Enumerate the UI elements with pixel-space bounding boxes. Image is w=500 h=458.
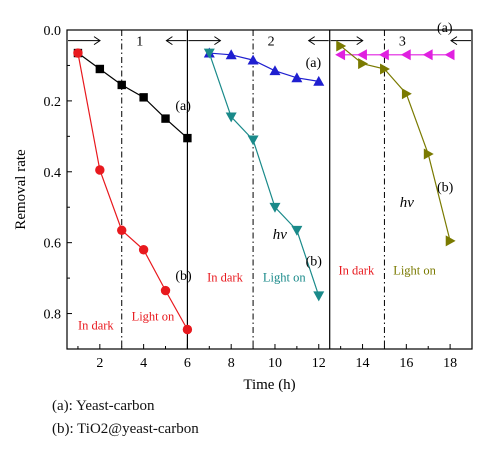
data-point-triangle-up (225, 49, 237, 60)
hv-label: hv (273, 227, 288, 243)
x-tick-label: 10 (268, 356, 282, 371)
plot-frame (66, 29, 473, 350)
data-point-triangle-right (380, 63, 390, 75)
cycle-number: 1 (136, 35, 143, 50)
data-point-triangle-left (378, 49, 389, 61)
x-tick-label: 2 (96, 356, 103, 371)
data-point-circle (73, 48, 83, 58)
x-tick-label: 4 (140, 356, 147, 371)
data-point-triangle-down (225, 112, 237, 123)
data-point-triangle-left (422, 49, 433, 61)
light-on-label: Light on (393, 264, 436, 278)
x-tick-label: 16 (399, 356, 413, 371)
data-point-circle (182, 324, 193, 335)
x-tick-label: 14 (356, 356, 370, 371)
caption-tio2-yeast-carbon: (b): TiO2@yeast-carbon (52, 421, 199, 437)
caption-yeast-carbon: (a): Yeast-carbon (52, 398, 155, 414)
data-point-triangle-left (357, 49, 367, 61)
data-point-circle (160, 285, 171, 296)
data-point-square (117, 80, 126, 90)
data-point-triangle-right (423, 148, 434, 160)
series-line-cycle1-a (77, 52, 188, 139)
cycle-arrow-head (307, 36, 315, 46)
data-point-square (139, 93, 148, 102)
data-point-triangle-right (445, 235, 456, 247)
y-tick-label: 0.4 (44, 166, 62, 181)
light-on-label: Light on (132, 310, 175, 324)
x-tick-label: 8 (228, 356, 235, 371)
cycle-number: 2 (268, 35, 275, 50)
data-point-triangle-right (401, 88, 412, 100)
data-point-triangle-up (291, 72, 303, 83)
cycle-number: 3 (399, 35, 406, 50)
data-point-triangle-down (313, 291, 325, 302)
light-on-label: Light on (263, 271, 306, 285)
series-line-cycle2-a (209, 52, 319, 82)
data-point-triangle-left (400, 49, 411, 61)
cycle-arrow-head (165, 36, 173, 46)
data-point-triangle-down (269, 202, 281, 213)
x-tick-label: 18 (443, 356, 457, 371)
in-dark-label: In dark (207, 271, 243, 285)
cycle-arrow-head (356, 36, 364, 46)
x-tick-label: 12 (312, 356, 326, 371)
data-point-triangle-right (358, 58, 369, 70)
y-tick-label: 0.8 (44, 308, 62, 323)
data-point-triangle-left (335, 49, 346, 61)
data-point-triangle-up (269, 65, 281, 76)
series-line-cycle2-b (208, 52, 320, 297)
data-point-circle (95, 165, 105, 175)
data-point-triangle-down (203, 48, 215, 59)
data-point-triangle-down (247, 135, 259, 146)
data-point-square (95, 64, 105, 74)
series-label-b: (b) (306, 255, 323, 270)
data-point-triangle-right (336, 40, 347, 52)
series-line-cycle3-b (340, 45, 451, 242)
cycle-arrow-head (93, 36, 101, 46)
data-point-triangle-up (247, 54, 259, 65)
y-tick-label: 0.0 (44, 24, 62, 39)
data-point-triangle-left (444, 49, 455, 61)
hv-label: hv (400, 195, 415, 211)
y-tick-label: 0.6 (44, 237, 62, 252)
series-label-a: (a) (437, 21, 453, 36)
data-point-square (183, 133, 192, 143)
data-point-triangle-up (313, 75, 325, 86)
x-tick-label: 6 (184, 356, 191, 371)
data-point-circle (117, 225, 127, 235)
series-label-a: (a) (175, 99, 191, 114)
in-dark-label: In dark (78, 319, 114, 333)
cycle-arrow-head (214, 36, 222, 46)
y-tick-label: 0.2 (44, 95, 62, 110)
series-label-b: (b) (437, 180, 454, 195)
data-point-square (161, 114, 170, 123)
series-label-a: (a) (306, 56, 322, 71)
series-line-cycle1-b (77, 52, 188, 330)
data-point-triangle-down (291, 225, 303, 236)
series-label-b: (b) (175, 269, 192, 284)
y-axis-title: Removal rate (13, 149, 29, 230)
cycle-arrow-head (450, 36, 458, 46)
data-point-circle (138, 245, 149, 255)
in-dark-label: In dark (338, 264, 374, 278)
x-axis-title: Time (h) (243, 377, 295, 393)
